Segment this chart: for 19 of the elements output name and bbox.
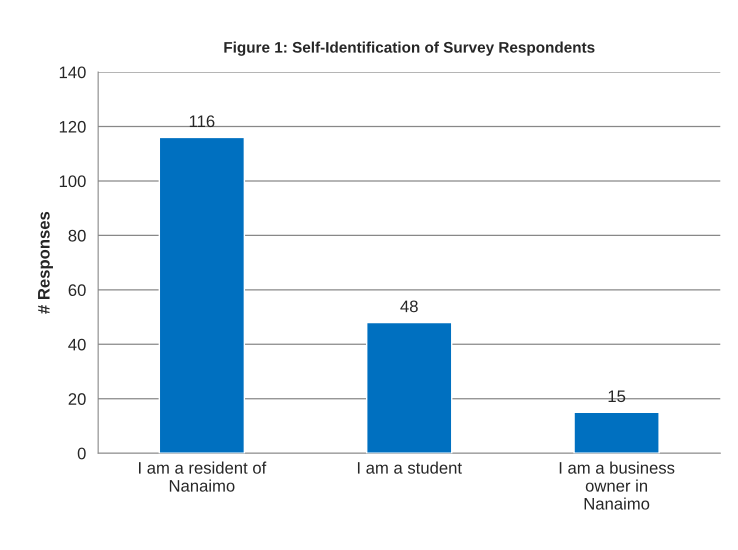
x-tick-label: I am a student bbox=[358, 462, 462, 474]
x-tick-label: I am a business owner in Nanaimo bbox=[560, 462, 674, 510]
y-tick-label: 60 bbox=[68, 284, 86, 296]
bar bbox=[573, 412, 660, 454]
y-tick-label: 100 bbox=[60, 175, 86, 188]
bar bbox=[158, 136, 246, 454]
data-label: 116 bbox=[190, 115, 214, 128]
data-label: 48 bbox=[400, 300, 418, 312]
y-tick-label: 0 bbox=[78, 448, 86, 460]
y-tick-label: 120 bbox=[60, 120, 86, 133]
y-tick-label: 80 bbox=[68, 230, 86, 242]
bar bbox=[366, 322, 452, 454]
x-tick-label: I am a resident of Nanaimo bbox=[139, 462, 266, 492]
y-tick-label: 140 bbox=[60, 66, 86, 78]
y-tick-label: 40 bbox=[68, 338, 86, 351]
y-tick-label: 20 bbox=[68, 393, 86, 405]
y-axis-title: # Responses bbox=[38, 212, 53, 314]
data-label: 15 bbox=[608, 390, 626, 402]
chart-title: Figure 1: Self-Identification of Survey Respondents bbox=[224, 42, 595, 56]
